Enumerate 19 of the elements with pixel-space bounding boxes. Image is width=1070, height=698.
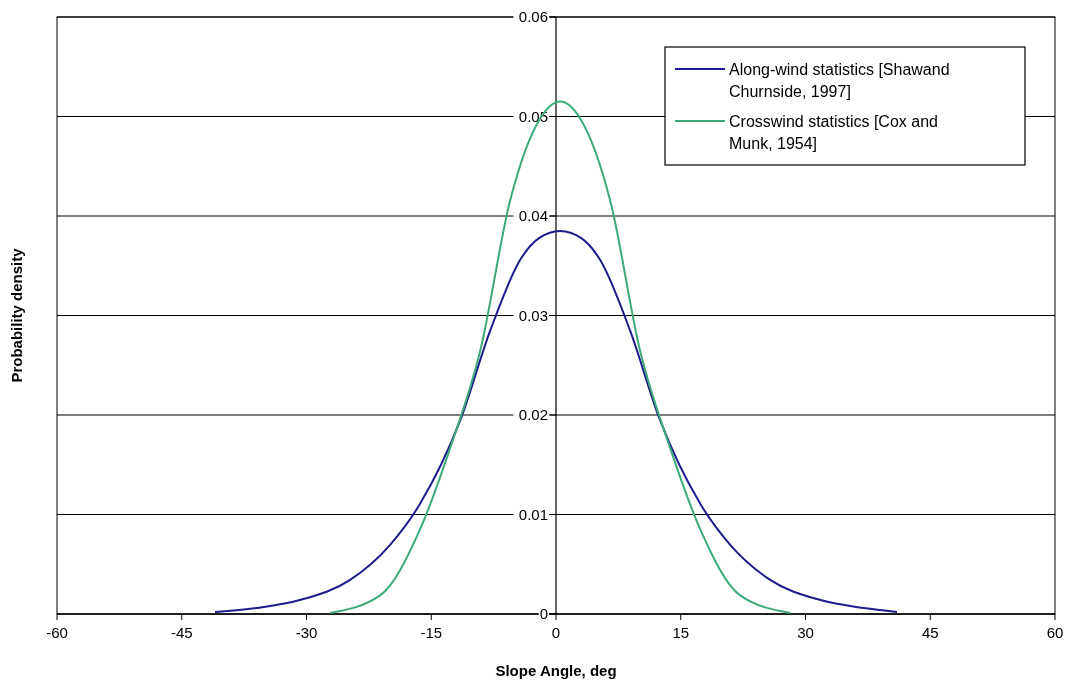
legend-label: Along-wind statistics [Shawand Churnside, 1997] <box>729 61 950 100</box>
y-tick-label: 0.03 <box>518 306 548 324</box>
x-tick-label: -60 <box>46 624 68 641</box>
y-tick-label: 0 <box>539 605 548 622</box>
y-axis-title: Probability density <box>8 247 25 383</box>
y-tick-label: 0.06 <box>518 8 548 25</box>
y-tick-label: 0.04 <box>518 207 548 224</box>
x-tick-label: 30 <box>797 624 814 641</box>
x-tick-label: -30 <box>295 624 318 641</box>
x-tick-label: 0 <box>551 624 561 641</box>
x-tick-label: -15 <box>420 624 443 641</box>
x-tick-label: 60 <box>1046 624 1064 641</box>
x-tick-label: -45 <box>170 624 193 641</box>
y-tick-label: 0.02 <box>518 406 548 423</box>
x-tick-label: 15 <box>672 624 690 641</box>
legend-label: Crosswind statistics [Cox and Munk, 1954] <box>729 113 938 152</box>
y-tick-label: 0.01 <box>518 505 548 523</box>
x-axis-title: Slope Angle, deg <box>495 662 617 679</box>
x-tick-label: 45 <box>921 624 939 641</box>
